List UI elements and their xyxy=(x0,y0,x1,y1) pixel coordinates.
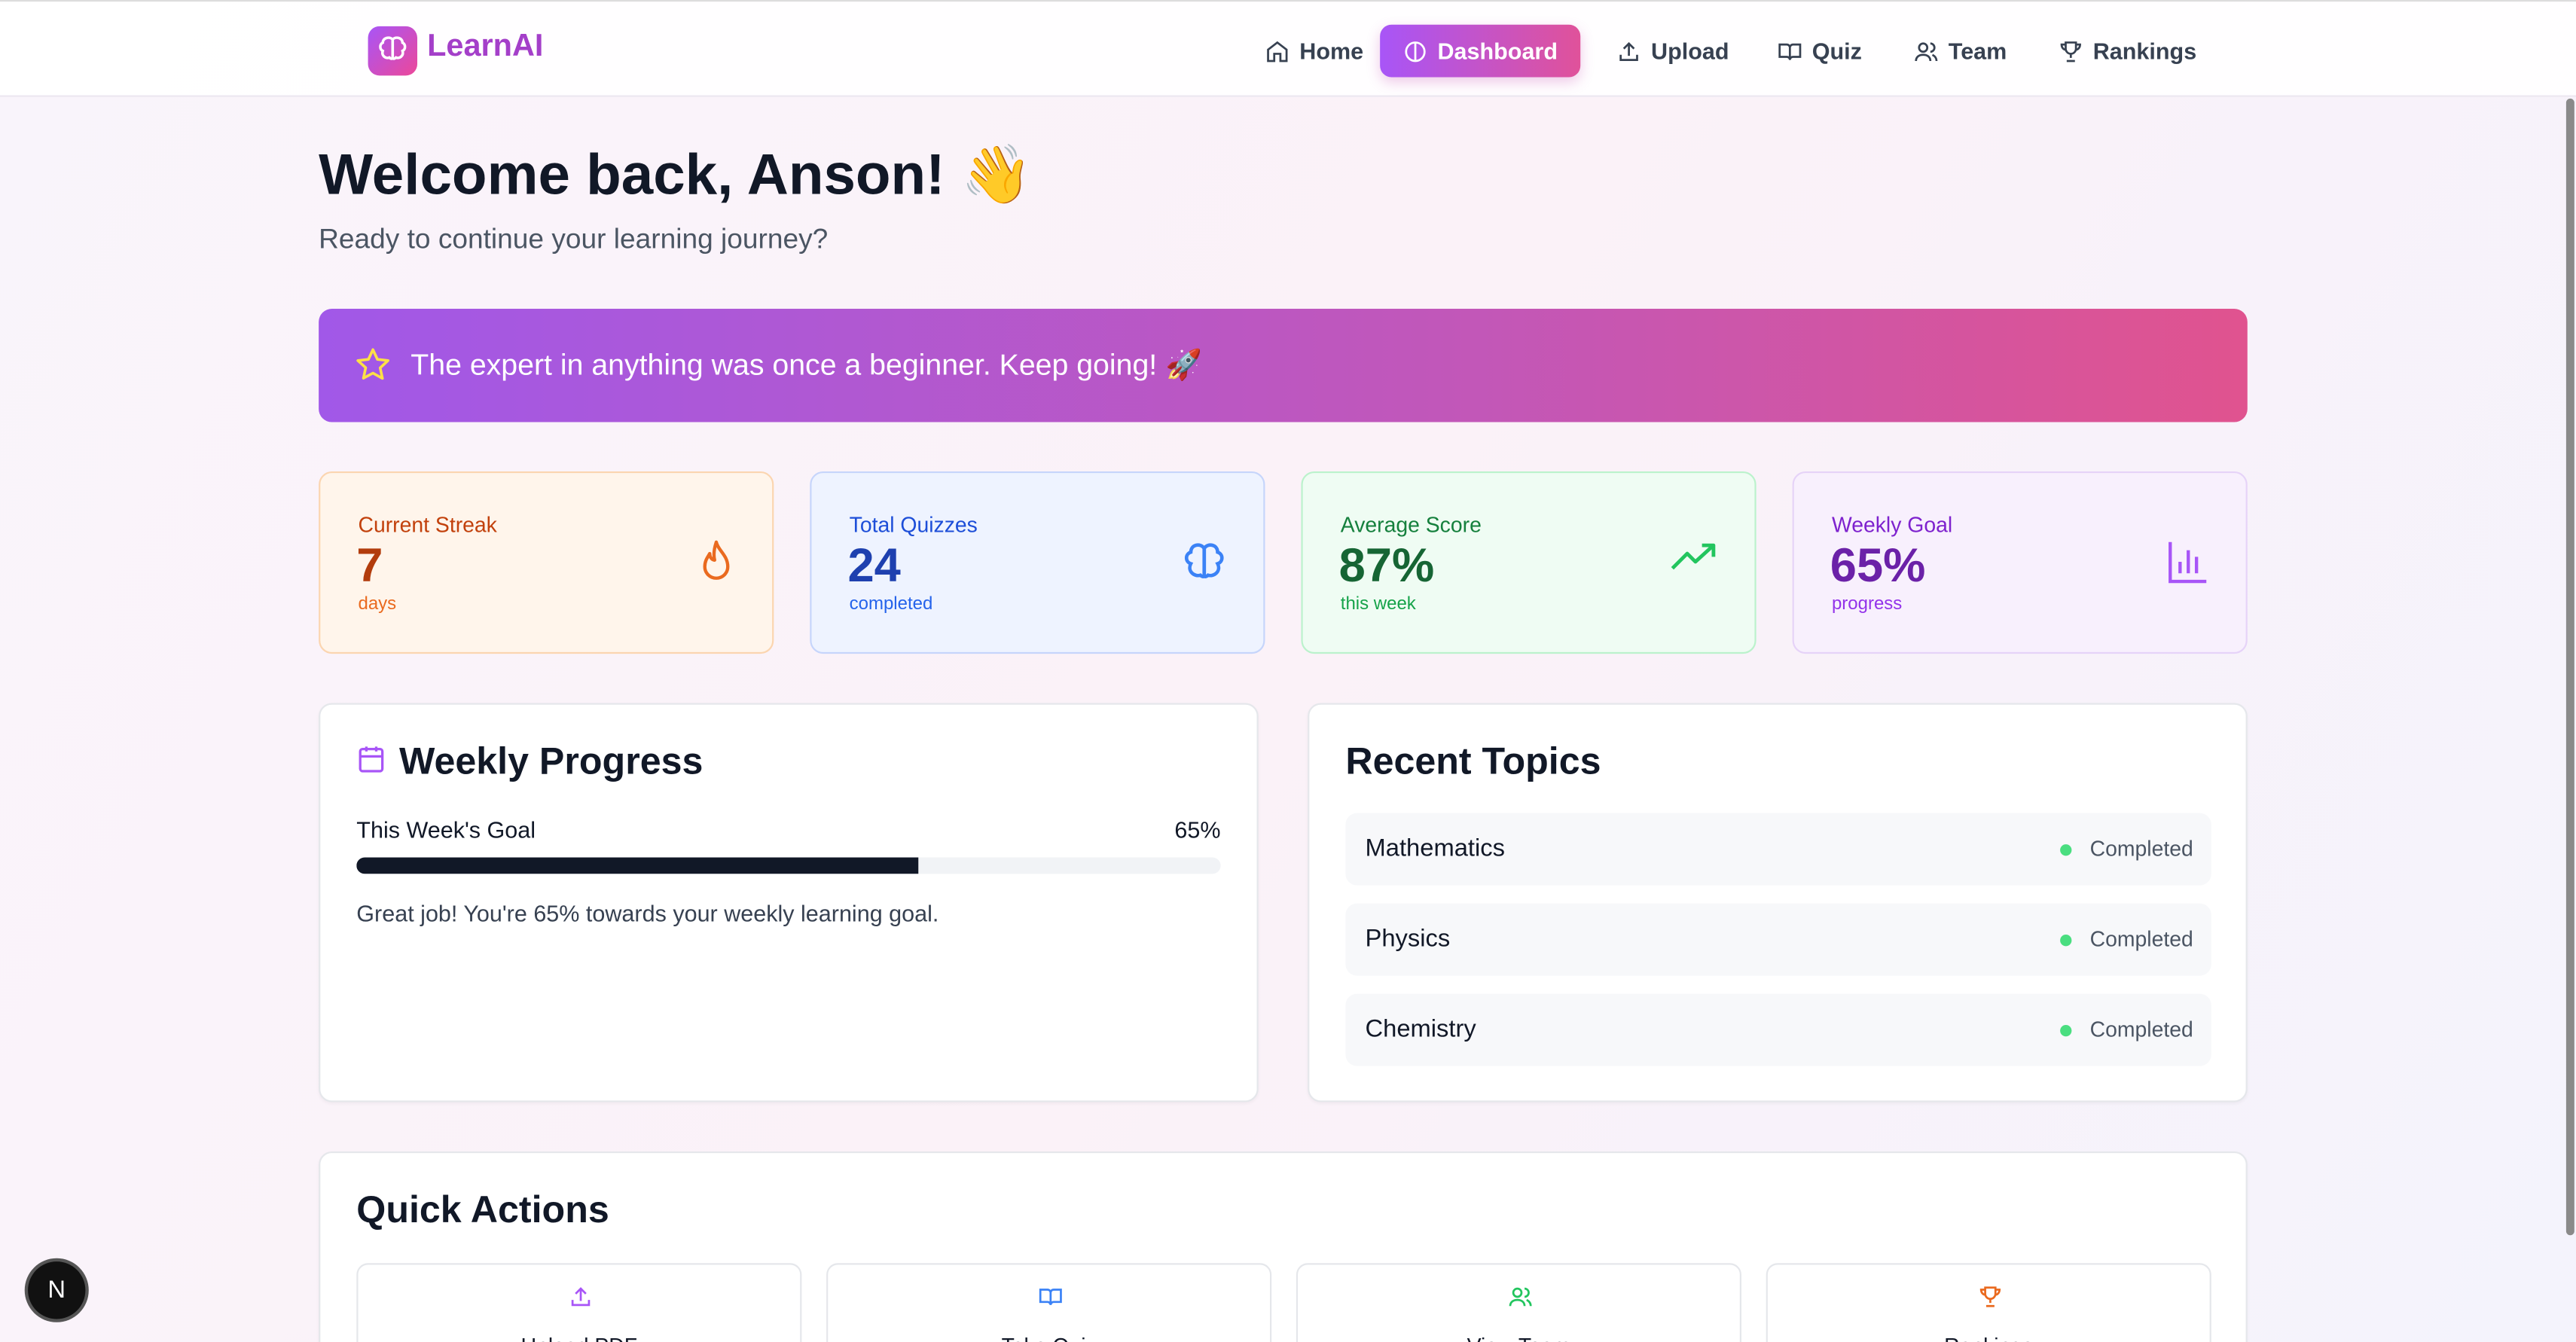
dev-badge[interactable]: N xyxy=(28,1261,86,1319)
stat-card: Current Streak 7 days xyxy=(319,471,774,654)
stat-unit: progress xyxy=(1831,594,1903,615)
welcome-subtitle: Ready to continue your learning journey? xyxy=(319,223,829,255)
brain-icon xyxy=(379,36,407,60)
stat-unit: days xyxy=(358,594,397,615)
quick-action[interactable]: View Team xyxy=(1296,1263,1741,1342)
panel-title: Recent Topics xyxy=(1345,739,1601,782)
quick-action[interactable]: Rankings xyxy=(1766,1263,2211,1342)
quick-actions-panel: Quick Actions Upload PDF Take Quiz View Te… xyxy=(319,1151,2248,1342)
topic-name: Physics xyxy=(1365,924,1451,953)
topic-status: Completed xyxy=(2089,836,2193,861)
stat-value: 24 xyxy=(847,540,901,593)
nav-label: Quiz xyxy=(1811,38,1862,65)
nav-icon xyxy=(1915,41,1938,61)
progress-track xyxy=(356,857,1221,874)
stat-unit: completed xyxy=(849,594,933,615)
nav-item[interactable]: Quiz xyxy=(1754,25,1885,78)
calendar-icon xyxy=(359,746,384,773)
stat-icon xyxy=(1671,543,1716,570)
stat-value: 87% xyxy=(1338,540,1435,593)
topic-name: Chemistry xyxy=(1365,1014,1476,1044)
stat-value: 7 xyxy=(356,540,383,593)
topic-name: Mathematics xyxy=(1365,834,1505,863)
stat-card: Total Quizzes 24 completed xyxy=(810,471,1265,654)
nav-label: Home xyxy=(1299,38,1364,65)
nav-label: Upload xyxy=(1651,38,1729,65)
nav-icon xyxy=(2060,40,2081,62)
welcome-title: Welcome back, Anson! 👋 xyxy=(319,142,1033,207)
panel-title: Quick Actions xyxy=(356,1187,609,1231)
stat-label: Total Quizzes xyxy=(849,512,978,538)
nav-icon xyxy=(1619,41,1638,60)
stat-card: Average Score 87% this week xyxy=(1301,471,1757,654)
action-label: Take Quiz xyxy=(828,1334,1270,1342)
quick-action[interactable]: Upload PDF xyxy=(356,1263,802,1342)
stat-card: Weekly Goal 65% progress xyxy=(1792,471,2248,654)
nav-label: Dashboard xyxy=(1437,38,1558,65)
star-icon xyxy=(356,348,389,380)
progress-message: Great job! You're 65% towards your weekl… xyxy=(356,900,939,927)
scrollbar[interactable] xyxy=(2565,98,2574,1236)
navbar: LearnAI Home Dashboard Upload Quiz Team Ranki… xyxy=(0,0,2576,97)
goal-label: This Week's Goal xyxy=(356,816,536,843)
quick-action[interactable]: Take Quiz xyxy=(826,1263,1272,1342)
nav-icon xyxy=(1267,40,1288,62)
action-label: Rankings xyxy=(1768,1334,2210,1342)
nav-item[interactable]: Home xyxy=(1242,25,1387,78)
status-dot xyxy=(2060,1025,2072,1037)
weekly-progress-panel: Weekly Progress This Week's Goal 65% Gre… xyxy=(319,703,1259,1103)
logo-icon xyxy=(368,26,418,76)
topic-status: Completed xyxy=(2089,1017,2193,1042)
topic-row: Physics Completed xyxy=(1345,903,2211,976)
nav-item[interactable]: Dashboard xyxy=(1380,24,1581,78)
logo-text[interactable]: LearnAI xyxy=(427,29,544,65)
action-icon xyxy=(1509,1287,1532,1307)
quote-text: The expert in anything was once a beginn… xyxy=(411,348,1203,382)
action-icon xyxy=(1039,1289,1062,1306)
nav-icon xyxy=(1405,40,1426,62)
stat-value: 65% xyxy=(1830,540,1926,593)
action-label: View Team xyxy=(1298,1334,1740,1342)
goal-value: 65% xyxy=(1174,816,1221,843)
panel-title: Weekly Progress xyxy=(399,739,704,782)
status-dot xyxy=(2060,844,2072,856)
nav-item[interactable]: Upload xyxy=(1594,25,1752,78)
stat-icon xyxy=(2169,541,2207,584)
stat-label: Average Score xyxy=(1340,512,1482,538)
topic-row: Mathematics Completed xyxy=(1345,813,2211,886)
nav-item[interactable]: Team xyxy=(1891,25,2029,78)
stat-unit: this week xyxy=(1340,594,1416,615)
action-icon xyxy=(1979,1286,2001,1307)
topic-status: Completed xyxy=(2089,926,2193,951)
nav-icon xyxy=(1778,42,1802,59)
nav-label: Rankings xyxy=(2092,38,2197,65)
stat-icon xyxy=(1184,543,1224,578)
recent-topics-panel: Recent Topics Mathematics Completed Physic… xyxy=(1308,703,2248,1103)
quote-banner: The expert in anything was once a beginn… xyxy=(319,309,2248,422)
action-label: Upload PDF xyxy=(358,1334,800,1342)
stat-icon xyxy=(703,540,730,580)
nav-label: Team xyxy=(1948,38,2007,65)
stat-label: Current Streak xyxy=(358,512,497,538)
nav-item[interactable]: Rankings xyxy=(2035,25,2219,78)
stat-label: Weekly Goal xyxy=(1831,512,1953,538)
topic-row: Chemistry Completed xyxy=(1345,993,2211,1066)
status-dot xyxy=(2060,935,2072,947)
action-icon xyxy=(571,1287,591,1307)
progress-fill xyxy=(356,857,919,874)
